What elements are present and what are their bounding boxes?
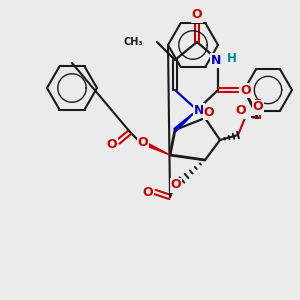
- Text: O: O: [253, 100, 263, 113]
- Text: O: O: [204, 106, 214, 118]
- Polygon shape: [147, 144, 170, 155]
- Text: O: O: [192, 8, 202, 22]
- Text: O: O: [171, 178, 181, 191]
- Polygon shape: [174, 110, 197, 131]
- Text: O: O: [143, 185, 153, 199]
- Text: O: O: [241, 83, 251, 97]
- Text: CH₃: CH₃: [123, 37, 143, 47]
- Text: O: O: [107, 137, 117, 151]
- Text: N: N: [194, 103, 204, 116]
- Text: O: O: [236, 104, 246, 118]
- Text: O: O: [138, 136, 148, 149]
- Text: N: N: [211, 53, 221, 67]
- Text: H: H: [227, 52, 237, 64]
